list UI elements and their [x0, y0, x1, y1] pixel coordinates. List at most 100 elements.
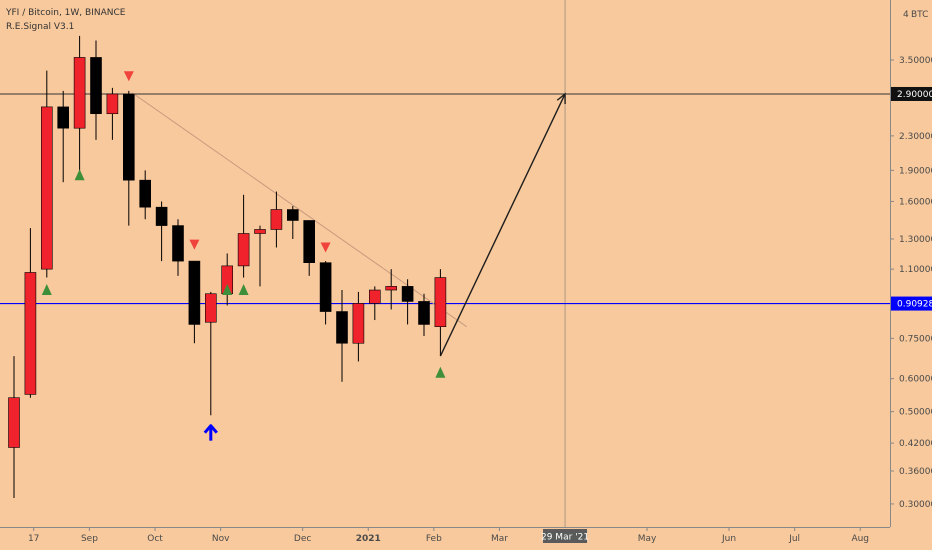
- candle-body: [188, 260, 201, 325]
- candle-body: [155, 206, 168, 226]
- time-tick-label: Feb: [426, 534, 442, 544]
- candle-body: [319, 262, 332, 312]
- candle: [303, 220, 316, 276]
- candle: [286, 206, 299, 239]
- candle: [40, 70, 53, 278]
- candle: [319, 261, 332, 325]
- candle: [368, 286, 381, 321]
- dark-line-price-badge: 2.90000: [891, 86, 932, 101]
- candle: [270, 191, 283, 248]
- candle: [254, 225, 266, 287]
- price-tick-label: 2.30000: [899, 132, 932, 142]
- candle: [90, 40, 102, 140]
- price-axis-top-label: 4: [903, 10, 909, 20]
- forecast-arrow[interactable]: [439, 93, 566, 357]
- price-tick-label: 0.30000: [899, 500, 932, 510]
- candle-body: [106, 93, 119, 115]
- candle: [336, 290, 348, 382]
- price-badge-bg: [891, 86, 932, 101]
- candle: [385, 269, 398, 310]
- chart-symbol-title: YFI / Bitcoin, 1W, BINANCE: [5, 8, 126, 18]
- candle-body: [352, 303, 365, 344]
- price-tick-label: 1.30000: [899, 235, 932, 245]
- date-badge: 29 Mar '21: [541, 529, 589, 543]
- candle-body: [368, 289, 381, 304]
- price-badge-label: 2.90000: [897, 90, 932, 100]
- buy-signal-triangle: [222, 284, 233, 296]
- buy-signal-triangle: [435, 366, 446, 378]
- indicator-label: R.E.Signal V3.1: [6, 22, 74, 32]
- time-tick-label: Jul: [788, 534, 800, 544]
- price-badge-label: 0.90928: [897, 300, 932, 310]
- sell-signal-triangle: [189, 239, 200, 250]
- candle-body: [336, 311, 348, 344]
- candle-body: [40, 106, 53, 270]
- buy-signal-triangle: [74, 169, 85, 181]
- date-badge-label: 29 Mar '21: [541, 533, 589, 543]
- candle-body: [237, 233, 250, 267]
- candle-body: [24, 272, 37, 395]
- candle-body: [123, 93, 135, 181]
- candle-body: [385, 286, 398, 291]
- time-tick-label: Oct: [147, 534, 163, 544]
- time-tick-label: 17: [28, 534, 39, 544]
- time-tick-label: 2021: [356, 534, 381, 544]
- sell-signal-triangle: [123, 71, 134, 82]
- candle-body: [286, 209, 299, 221]
- candle-body: [434, 277, 447, 327]
- blue-line-price-badge: 0.90928: [891, 296, 932, 311]
- candle-body: [270, 209, 283, 230]
- time-axis[interactable]: 17 Sep Oct Nov Dec 2021 Feb Mar May Jun Jul Aug 29 M…: [0, 527, 890, 544]
- candle: [139, 170, 151, 220]
- time-tick-label: Mar: [491, 534, 508, 544]
- candle: [24, 228, 37, 398]
- time-tick-label: Aug: [851, 534, 869, 544]
- candle-body: [73, 57, 86, 129]
- candle-body: [90, 57, 102, 115]
- candle: [8, 356, 20, 499]
- candle: [106, 87, 119, 140]
- candle: [57, 90, 70, 183]
- candle-body: [303, 220, 316, 263]
- candle: [418, 293, 430, 336]
- candle-body: [254, 229, 266, 234]
- time-tick-label: May: [638, 534, 657, 544]
- candle: [237, 194, 250, 278]
- candle: [434, 269, 447, 357]
- blue-up-arrow-icon: [203, 424, 218, 441]
- candle-body: [139, 179, 151, 208]
- candle: [155, 201, 168, 262]
- price-axis-unit: BTC: [911, 10, 928, 20]
- arrow-head: [203, 424, 218, 434]
- time-tick-label: Dec: [294, 534, 311, 544]
- time-tick-label: Sep: [81, 534, 98, 544]
- candle: [205, 291, 217, 416]
- candle: [401, 279, 414, 325]
- time-tick-label: Nov: [212, 534, 230, 544]
- candle-body: [205, 293, 217, 323]
- time-tick-label: Jun: [721, 534, 736, 544]
- buy-signal-triangle: [238, 284, 249, 296]
- buy-signal-triangle: [41, 284, 52, 296]
- candle-body: [401, 286, 414, 302]
- candle-body: [418, 301, 430, 325]
- sell-signal-triangle: [320, 242, 331, 253]
- candle-body: [57, 106, 70, 129]
- candle: [172, 219, 184, 276]
- candle: [123, 90, 135, 226]
- candle-body: [8, 397, 20, 448]
- candle: [188, 260, 201, 344]
- candle: [73, 35, 86, 176]
- date-badge-bg: [543, 529, 588, 543]
